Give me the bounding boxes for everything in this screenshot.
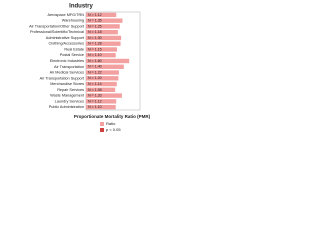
bar [86,99,117,104]
bar [86,41,121,46]
bar [86,76,119,81]
value-label: N = 1.30 [88,36,102,40]
category-label: Real Estate [64,47,84,51]
bar [86,12,117,18]
category-label: Professional/Scientific/Technical [30,30,84,34]
category-label: Clothing/Accessories [49,42,85,46]
x-axis-label: Proportionate Mortality Ratio (PMR) [74,114,151,119]
value-label: N = 1.28 [88,42,102,46]
value-label: N = 1.33 [88,94,102,98]
legend-label: Ratio [106,121,116,126]
category-label: Electronic Industries [50,59,84,63]
value-label: N = 1.10 [88,105,102,109]
category-label: Air Transportation [54,65,84,69]
category-label: Laundry Services [55,99,84,103]
bar [86,93,122,98]
bar [86,29,118,35]
value-label: N = 1.10 [88,53,102,57]
chart: Industry Proportionate Mortality Ratio (… [29,4,151,132]
category-label: Air Transportation/Other Support [29,24,85,28]
category-label: Repair Services [57,88,84,92]
category-label: Public Administration [49,105,84,109]
bar [86,24,120,29]
legend-swatch [100,128,104,132]
bar [86,53,116,58]
value-label: N = 1.20 [88,76,102,80]
legend-swatch [100,122,104,126]
bar [86,58,130,64]
value-label: N = 1.60 [88,59,102,63]
value-label: N = 1.18 [88,30,102,34]
category-label: Air Transportation Support [40,76,85,80]
category-label: Waste Management [50,94,85,98]
value-label: N = 1.08 [88,88,102,92]
bar [86,81,117,87]
bar [86,104,116,110]
value-label: N = 1.35 [88,19,102,23]
category-label: Warehousing [62,19,84,23]
value-label: N = 1.14 [88,82,102,86]
bar [86,47,118,52]
value-label: N = 1.40 [88,65,102,69]
bar [86,87,116,93]
value-label: N = 1.12 [88,99,102,103]
bar [86,18,123,23]
value-label: N = 1.12 [88,13,102,17]
value-label: N = 1.25 [88,24,102,28]
category-label: Aerospace MFG/TRN [47,13,84,17]
bar [86,70,119,75]
category-label: Administrative Support [46,36,85,40]
category-label: Air Medical Services [50,71,84,75]
bar [86,64,124,69]
value-label: N = 1.15 [88,47,102,51]
category-label: Postal Service [60,53,84,57]
value-label: N = 1.22 [88,70,102,74]
category-label: Merchandise Stores [50,82,84,86]
legend-label: p < 0.05 [106,127,121,132]
chart-title: Industry [69,4,93,10]
bar [86,35,122,41]
